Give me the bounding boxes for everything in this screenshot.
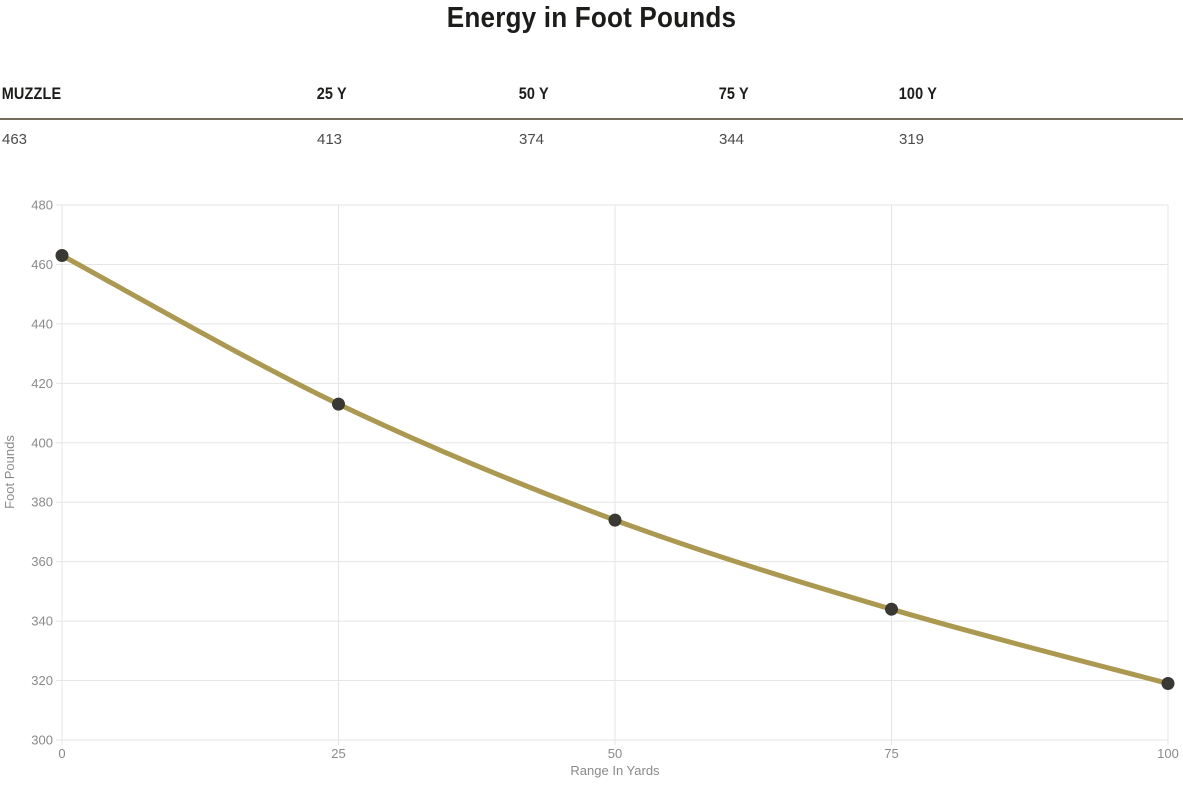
stat-header-100y: 100 Y xyxy=(898,84,938,103)
x-tick-label: 25 xyxy=(331,746,345,761)
stat-header-75y: 75 Y xyxy=(718,84,749,103)
data-point[interactable] xyxy=(1161,677,1175,690)
stat-value-50y: 374 xyxy=(519,131,545,148)
stats-value-row: 463 413 374 344 319 xyxy=(0,120,1183,148)
y-tick-label: 340 xyxy=(31,614,53,629)
stat-header-muzzle: MUZZLE xyxy=(1,84,62,103)
data-point[interactable] xyxy=(332,397,345,411)
stat-header-25y: 25 Y xyxy=(316,84,347,103)
y-tick-label: 300 xyxy=(31,733,53,748)
stat-value-75y: 344 xyxy=(719,131,745,148)
stats-header-row: MUZZLE 25 Y 50 Y 75 Y 100 Y xyxy=(0,73,1183,120)
stat-value-muzzle: 463 xyxy=(2,131,28,148)
page-title: Energy in Foot Pounds xyxy=(446,2,737,34)
y-axis-title: Foot Pounds xyxy=(2,435,17,509)
y-tick-label: 420 xyxy=(31,376,53,391)
x-tick-label: 50 xyxy=(608,746,622,761)
y-tick-label: 440 xyxy=(31,316,53,331)
y-tick-label: 360 xyxy=(31,554,53,569)
chart-tick-labels: 300 320 340 360 380 400 420 440 460 480 0 25 50 75 100 xyxy=(31,198,1179,762)
stat-header-50y: 50 Y xyxy=(518,84,549,103)
y-tick-label: 380 xyxy=(31,495,53,510)
chart-gridlines xyxy=(56,204,1169,745)
y-tick-label: 400 xyxy=(31,435,53,450)
chart-series xyxy=(55,249,1175,690)
stat-value-25y: 413 xyxy=(317,131,343,148)
y-tick-label: 320 xyxy=(31,673,53,688)
data-point[interactable] xyxy=(885,602,898,616)
stat-value-100y: 319 xyxy=(899,131,925,148)
x-tick-label: 100 xyxy=(1157,746,1179,761)
energy-stats-table: MUZZLE 25 Y 50 Y 75 Y 100 Y 463 413 374 … xyxy=(0,73,1183,148)
y-tick-label: 460 xyxy=(31,257,53,272)
x-axis-title: Range In Yards xyxy=(570,763,660,778)
x-tick-label: 75 xyxy=(884,746,898,761)
data-point[interactable] xyxy=(55,249,69,262)
energy-line-chart[interactable]: 300 320 340 360 380 400 420 440 460 480 0 25 50 75 100… xyxy=(0,190,1183,786)
x-tick-label: 0 xyxy=(58,746,65,761)
data-point[interactable] xyxy=(608,513,622,527)
y-tick-label: 480 xyxy=(31,198,53,213)
